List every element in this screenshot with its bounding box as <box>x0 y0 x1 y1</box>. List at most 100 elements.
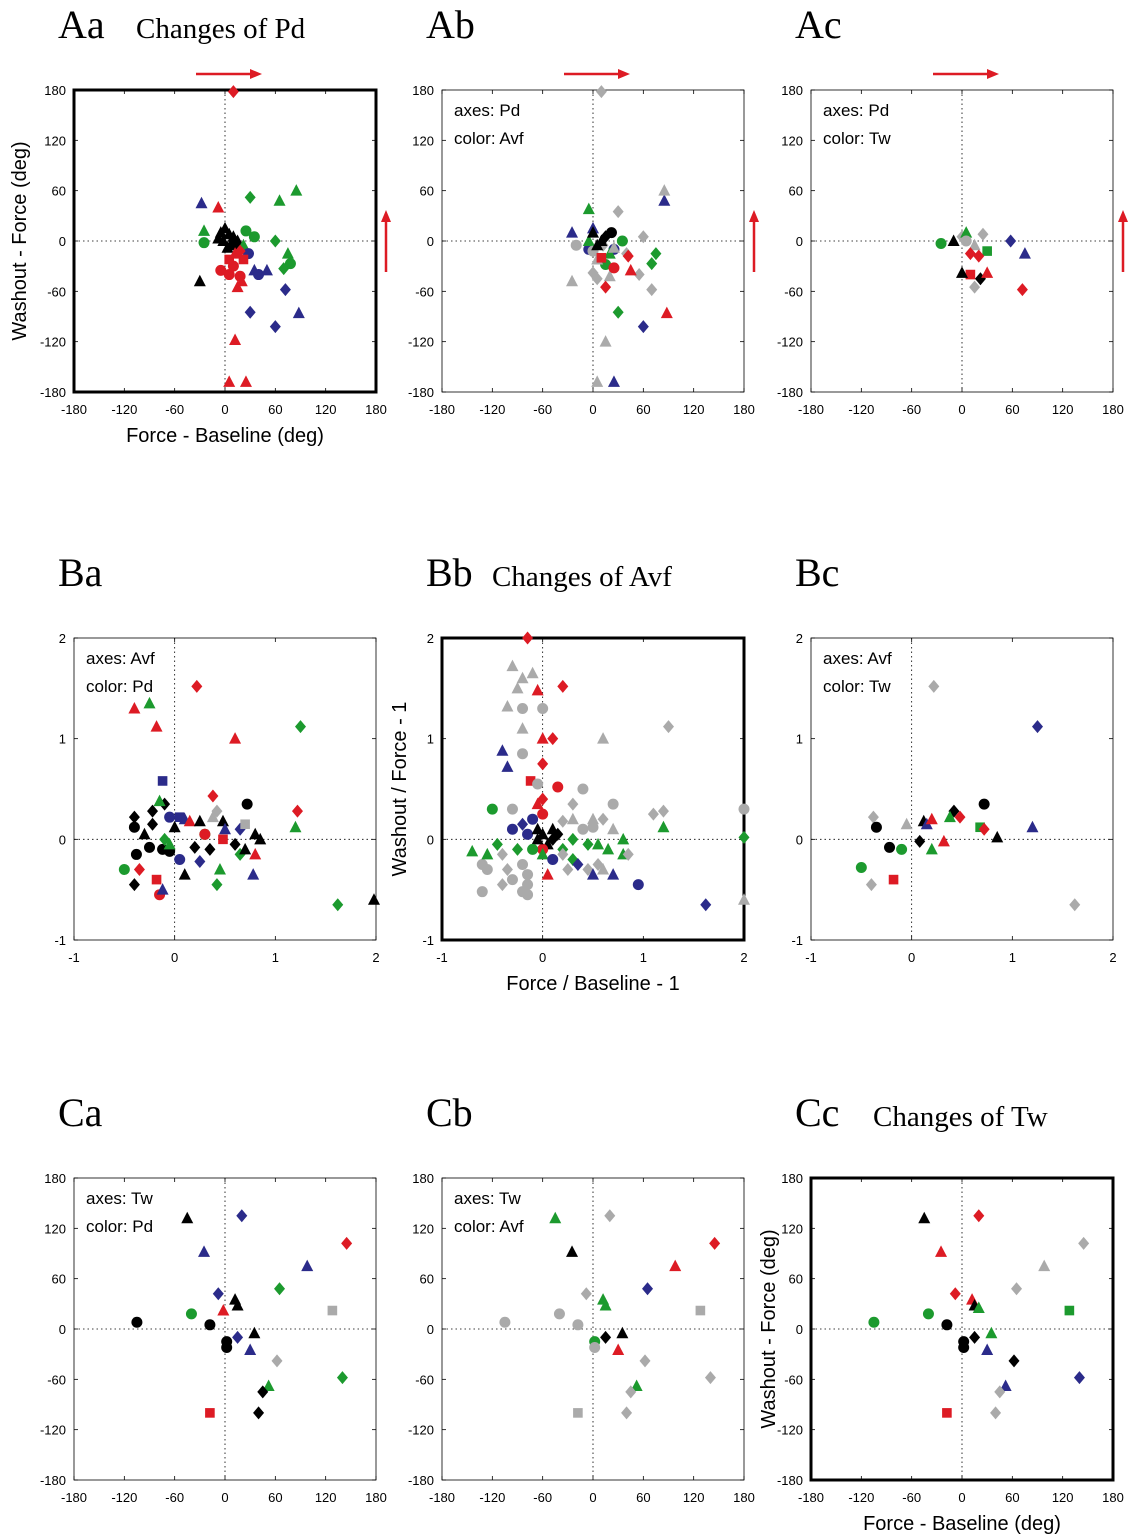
data-point-triangle <box>367 893 380 905</box>
data-point-circle <box>587 821 599 833</box>
data-point-diamond <box>211 804 223 818</box>
y-tick-label: 0 <box>796 1322 803 1337</box>
data-point-triangle <box>128 701 141 714</box>
panel-label: Aa <box>58 2 105 47</box>
data-point-diamond <box>269 320 281 334</box>
data-point-circle <box>532 778 544 790</box>
data-point-triangle <box>602 842 615 855</box>
data-point-circle <box>958 1341 970 1353</box>
x-tick-label: 0 <box>958 402 965 417</box>
data-point-diamond <box>604 1209 616 1223</box>
data-point-diamond <box>954 810 966 824</box>
x-tick-label: 0 <box>221 1490 228 1505</box>
x-tick-label: -1 <box>436 950 448 965</box>
arrow-head-right <box>987 69 999 79</box>
data-point-diamond <box>236 1209 248 1223</box>
y-tick-label: 120 <box>412 1221 434 1236</box>
panel-label: Cb <box>426 1090 473 1135</box>
annotation-text: color: Avf <box>454 129 524 148</box>
y-tick-label: -1 <box>422 933 434 948</box>
data-point-diamond <box>622 847 634 861</box>
y-tick-label: 120 <box>44 1221 66 1236</box>
data-point-triangle <box>212 200 225 213</box>
data-point-square <box>888 874 899 885</box>
data-point-diamond <box>244 305 256 319</box>
chart-panel-cb: Cb -180 -120 -60 0 60 120 180 -180 -120 -60 0 60 120 1… <box>408 1090 755 1505</box>
data-point-triangle <box>193 274 206 287</box>
data-point-circle <box>199 828 211 840</box>
panel-label: Bb <box>426 550 473 595</box>
data-point-circle <box>855 862 867 874</box>
y-tick-label: 180 <box>781 1171 803 1186</box>
data-point-triangle <box>216 814 229 827</box>
panel-label: Cc <box>795 1090 839 1135</box>
y-tick-label: 180 <box>412 1171 434 1186</box>
data-point-triangle <box>999 1379 1012 1392</box>
data-point-diamond <box>622 249 634 263</box>
data-point-diamond <box>977 227 989 241</box>
data-point-diamond <box>582 837 594 851</box>
data-point-circle <box>552 781 564 793</box>
data-point-diamond <box>572 858 584 871</box>
chart-panel-ac: Ac -180 -120 -60 0 60 120 180 -180 -120 -60 0 60 120 1… <box>777 2 1128 417</box>
data-point-circle <box>517 748 529 760</box>
annotation-text: axes: Pd <box>823 101 889 120</box>
data-point-diamond <box>646 283 658 297</box>
x-tick-label: -180 <box>429 402 455 417</box>
panel-title: Changes of Tw <box>873 1101 1048 1133</box>
data-point-circle <box>522 828 534 840</box>
data-point-circle <box>506 823 518 835</box>
data-point-triangle <box>657 820 670 833</box>
y-tick-label: -120 <box>777 335 803 350</box>
data-point-circle <box>738 803 750 815</box>
data-point-triangle <box>1018 247 1031 259</box>
panel-title: Changes of Avf <box>492 561 672 593</box>
data-point-triangle <box>616 1326 629 1339</box>
data-points <box>935 226 1031 297</box>
data-point-triangle <box>229 732 242 744</box>
data-point-diamond <box>189 840 201 854</box>
data-point-triangle <box>738 893 750 905</box>
annotation-text: color: Pd <box>86 1217 153 1236</box>
data-point-triangle <box>206 810 219 823</box>
plot-frame <box>440 636 746 942</box>
data-point-square <box>224 254 234 265</box>
data-point-triangle <box>213 863 226 875</box>
data-point-diamond <box>663 720 674 734</box>
data-point-circle <box>223 269 235 281</box>
data-point-triangle <box>248 1326 261 1339</box>
data-point-triangle <box>181 1211 194 1224</box>
x-tick-label: 60 <box>1005 402 1019 417</box>
x-tick-label: 60 <box>268 1490 282 1505</box>
data-point-triangle <box>501 699 514 712</box>
annotation-text: axes: Avf <box>823 649 892 668</box>
data-point-triangle <box>193 814 206 827</box>
data-point-triangle <box>143 696 156 709</box>
y-tick-label: 60 <box>52 184 66 199</box>
data-point-circle <box>198 237 210 249</box>
data-point-triangle <box>599 1299 612 1311</box>
data-point-triangle <box>624 263 637 276</box>
data-point-triangle <box>630 1379 643 1392</box>
x-tick-label: 120 <box>315 402 337 417</box>
annotation-text: color: Tw <box>823 677 891 696</box>
data-point-triangle <box>536 732 549 744</box>
x-tick-label: -60 <box>902 1490 921 1505</box>
data-point-circle <box>476 886 488 898</box>
data-point-diamond <box>562 863 574 877</box>
data-point-triangle <box>1038 1259 1051 1272</box>
data-point-circle <box>527 813 539 825</box>
data-point-diamond <box>1069 898 1081 912</box>
data-point-diamond <box>973 249 985 263</box>
data-point-diamond <box>867 810 879 824</box>
arrow-head-right <box>250 69 262 79</box>
data-point-triangle <box>599 335 612 347</box>
data-point-circle <box>131 1316 143 1328</box>
data-point-circle <box>284 258 296 270</box>
chart-panel-bb: Bb Changes of Avf -1 0 1 2 -1 0 1 2 Force / Baseli… <box>389 550 750 995</box>
x-tick-label: 180 <box>365 402 387 417</box>
data-point-diamond <box>557 679 569 693</box>
data-point-triangle <box>658 184 671 196</box>
data-point-circle <box>537 808 549 820</box>
data-point-triangle <box>247 868 260 880</box>
